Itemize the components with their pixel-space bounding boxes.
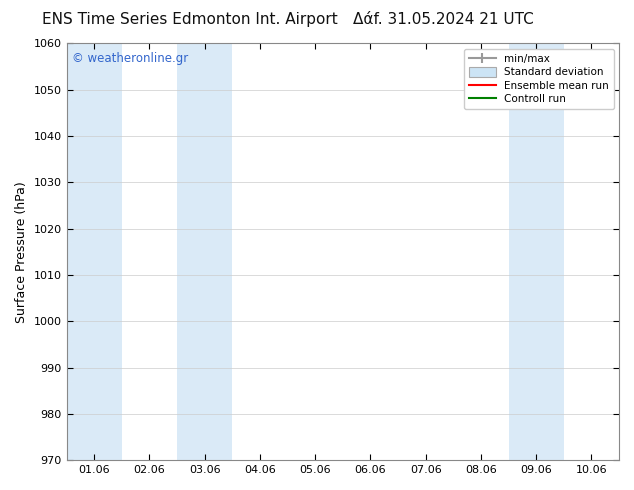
Bar [177, 44, 232, 460]
Legend: min/max, Standard deviation, Ensemble mean run, Controll run: min/max, Standard deviation, Ensemble me… [464, 49, 614, 109]
Bar [619, 44, 634, 460]
Y-axis label: Surface Pressure (hPa): Surface Pressure (hPa) [15, 181, 28, 323]
Text: © weatheronline.gr: © weatheronline.gr [72, 52, 188, 65]
Text: ENS Time Series Edmonton Int. Airport: ENS Time Series Edmonton Int. Airport [42, 12, 338, 27]
Bar [508, 44, 564, 460]
Bar [67, 44, 122, 460]
Text: Δάf. 31.05.2024 21 UTC: Δάf. 31.05.2024 21 UTC [353, 12, 534, 27]
